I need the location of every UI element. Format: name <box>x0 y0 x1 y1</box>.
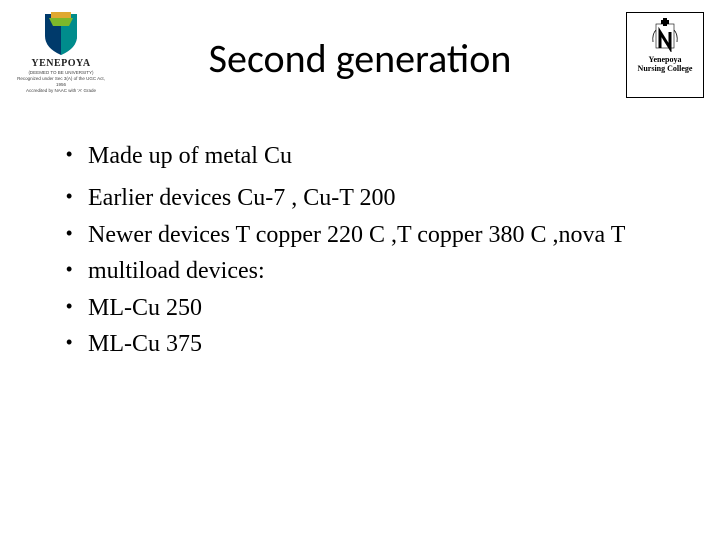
bullet-list: • Made up of metal Cu • Earlier devices … <box>60 140 660 364</box>
bullet-dot-icon: • <box>60 140 88 168</box>
bullet-text: Made up of metal Cu <box>88 140 660 172</box>
bullet-text: multiload devices: <box>88 255 660 287</box>
bullet-dot-icon: • <box>60 219 88 247</box>
list-item: • ML-Cu 375 <box>60 328 660 360</box>
logo-left-sub3: Accredited by NAAC with 'A' Grade <box>26 88 96 93</box>
bullet-text: Newer devices T copper 220 C ,T copper 3… <box>88 219 660 251</box>
bullet-text: ML-Cu 375 <box>88 328 660 360</box>
bullet-dot-icon: • <box>60 292 88 320</box>
list-item: • Newer devices T copper 220 C ,T copper… <box>60 219 660 251</box>
list-item: • Earlier devices Cu-7 , Cu-T 200 <box>60 182 660 214</box>
bullet-text: ML-Cu 250 <box>88 292 660 324</box>
list-item: • multiload devices: <box>60 255 660 287</box>
slide-title: Second generation <box>0 34 720 83</box>
bullet-dot-icon: • <box>60 255 88 283</box>
bullet-text: Earlier devices Cu-7 , Cu-T 200 <box>88 182 660 214</box>
list-item: • ML-Cu 250 <box>60 292 660 324</box>
bullet-dot-icon: • <box>60 328 88 356</box>
bullet-dot-icon: • <box>60 182 88 210</box>
list-item: • Made up of metal Cu <box>60 140 660 172</box>
